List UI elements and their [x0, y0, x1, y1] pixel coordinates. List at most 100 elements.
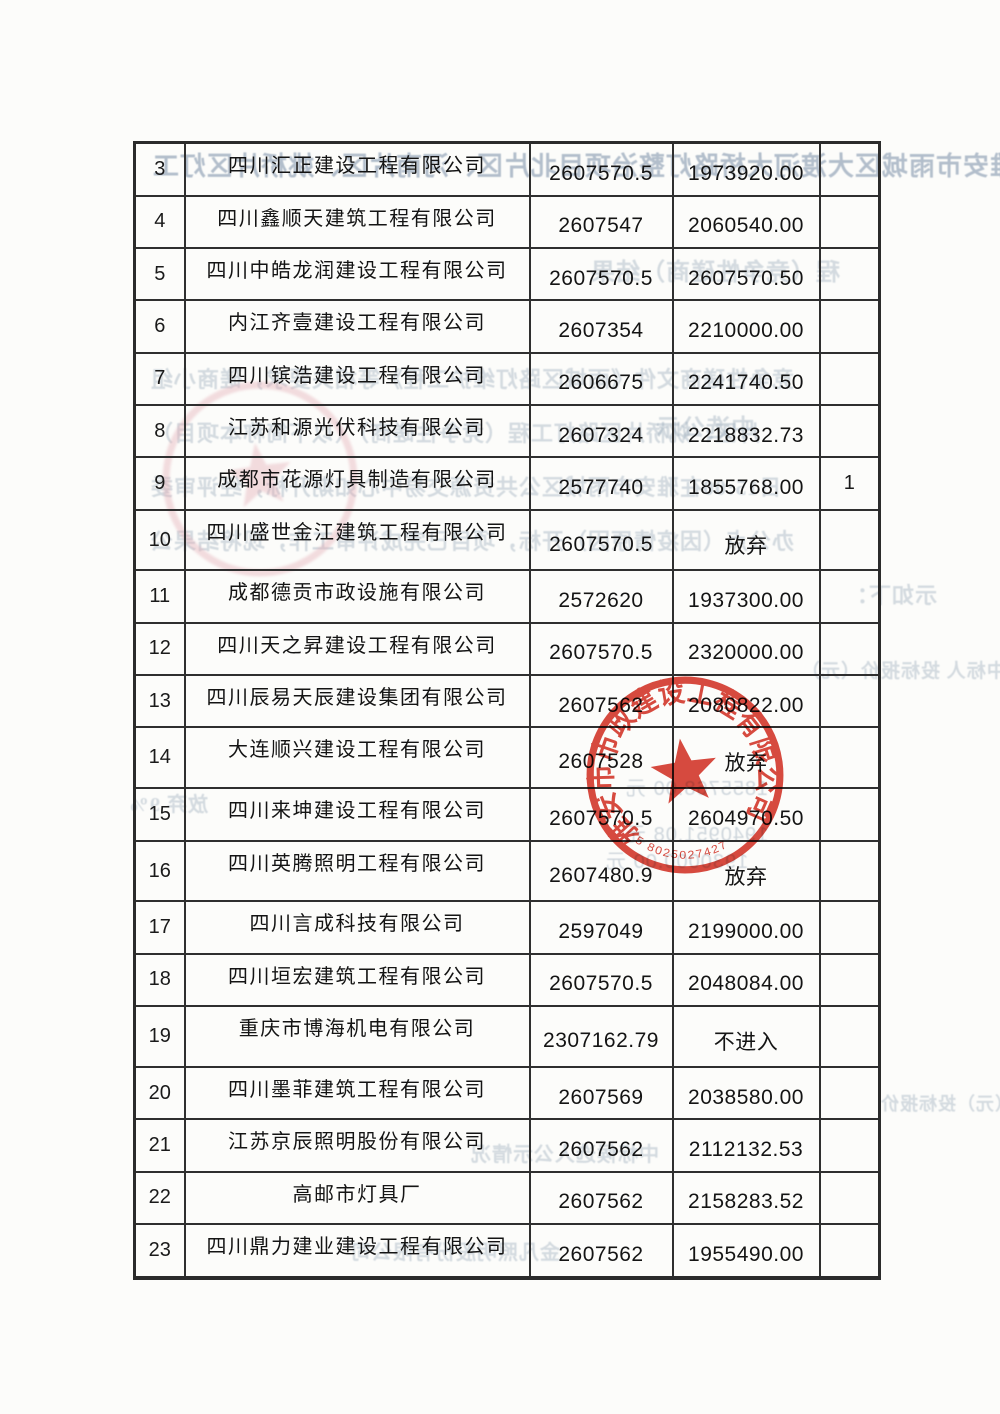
- quoted-price-cell: 2060540.00: [671, 194, 821, 249]
- table-row: 18 四川垣宏建筑工程有限公司 2607570.5 2048084.00: [133, 952, 881, 1008]
- remark-cell: [818, 674, 881, 729]
- company-name-cell: 四川垣宏建筑工程有限公司: [183, 952, 531, 1008]
- company-name-cell: 四川言成科技有限公司: [183, 900, 531, 955]
- company-name-cell: 四川盛世金江建筑工程有限公司: [183, 508, 531, 572]
- table-row: 22 高邮市灯具厂 2607562 2158283.52: [133, 1170, 881, 1226]
- row-number-cell: 17: [133, 900, 186, 955]
- quoted-price-cell: 1937300.00: [671, 569, 821, 624]
- table-row: 12 四川天之昇建设工程有限公司 2607570.5 2320000.00: [133, 621, 881, 677]
- remark-cell: [818, 1118, 881, 1173]
- remark-cell: [818, 403, 881, 459]
- row-number-cell: 15: [133, 787, 186, 842]
- row-number-cell: 23: [133, 1223, 186, 1279]
- company-name-cell: 四川英腾照明工程有限公司: [183, 839, 531, 903]
- remark-cell: [818, 1065, 881, 1121]
- quoted-price-cell: 2158283.52: [671, 1170, 821, 1226]
- table-row: 11 成都德贡市政设施有限公司 2572620 1937300.00: [133, 569, 881, 624]
- table-row: 10 四川盛世金江建筑工程有限公司 2607570.5 放弃: [133, 508, 881, 572]
- row-number-cell: 6: [133, 299, 186, 354]
- bid-price-cell: 2607324: [528, 403, 674, 459]
- remark-cell: [818, 299, 881, 354]
- company-name-cell: 四川辰易天辰建设集团有限公司: [183, 674, 531, 729]
- bid-price-cell: 2607570.5: [528, 621, 674, 677]
- bid-price-cell: 2572620: [528, 569, 674, 624]
- row-number-cell: 3: [133, 141, 186, 197]
- row-number-cell: 5: [133, 246, 186, 302]
- remark-cell: [818, 141, 881, 197]
- bid-price-cell: 2597049: [528, 900, 674, 955]
- company-name-cell: 成都德贡市政设施有限公司: [183, 569, 531, 624]
- company-name-cell: 四川中皓龙润建设工程有限公司: [183, 246, 531, 302]
- remark-cell: [818, 787, 881, 842]
- quoted-price-cell: 不进入: [671, 1005, 821, 1068]
- remark-cell: [818, 1005, 881, 1068]
- remark-cell: [818, 900, 881, 955]
- quoted-price-cell: 2241740.50: [671, 351, 821, 406]
- row-number-cell: 11: [133, 569, 186, 624]
- company-name-cell: 江苏京辰照明股份有限公司: [183, 1118, 531, 1173]
- results-table-body: 3 四川汇正建设工程有限公司 2607570.5 1973920.00 4 四川…: [133, 141, 881, 1279]
- remark-cell: [818, 726, 881, 790]
- bid-price-cell: 2607570.5: [528, 508, 674, 572]
- company-name-cell: 内江齐壹建设工程有限公司: [183, 299, 531, 354]
- remark-cell: [818, 569, 881, 624]
- table-row: 7 四川镔浩建设工程有限公司 2606675 2241740.50: [133, 351, 881, 406]
- bleedthrough-text: （元）投标报价: [880, 1094, 1000, 1114]
- bid-price-cell: 2607570.5: [528, 952, 674, 1008]
- bid-price-cell: 2607570.5: [528, 246, 674, 302]
- quoted-price-cell: 2218832.73: [671, 403, 821, 459]
- company-name-cell: 江苏和源光伏科技有限公司: [183, 403, 531, 459]
- quoted-price-cell: 2199000.00: [671, 900, 821, 955]
- company-name-cell: 四川墨菲建筑工程有限公司: [183, 1065, 531, 1121]
- bid-price-cell: 2607569: [528, 1065, 674, 1121]
- row-number-cell: 16: [133, 839, 186, 903]
- bid-price-cell: 2577740: [528, 456, 674, 511]
- table-row: 6 内江齐壹建设工程有限公司 2607354 2210000.00: [133, 299, 881, 354]
- bid-price-cell: 2607547: [528, 194, 674, 249]
- quoted-price-cell: 1973920.00: [671, 141, 821, 197]
- table-row: 19 重庆市博海机电有限公司 2307162.79 不进入: [133, 1005, 881, 1068]
- bid-price-cell: 2606675: [528, 351, 674, 406]
- company-name-cell: 四川天之昇建设工程有限公司: [183, 621, 531, 677]
- quoted-price-cell: 2112132.53: [671, 1118, 821, 1173]
- quoted-price-cell: 2604970.50: [671, 787, 821, 842]
- quoted-price-cell: 2048084.00: [671, 952, 821, 1008]
- quoted-price-cell: 2320000.00: [671, 621, 821, 677]
- remark-cell: [818, 839, 881, 903]
- table-row: 3 四川汇正建设工程有限公司 2607570.5 1973920.00: [133, 141, 881, 197]
- table-row: 15 四川来坤建设工程有限公司 2607570.5 2604970.50: [133, 787, 881, 842]
- table-row: 20 四川墨菲建筑工程有限公司 2607569 2038580.00: [133, 1065, 881, 1121]
- row-number-cell: 7: [133, 351, 186, 406]
- company-seal-stamp: 雅安市市政建设工程有限公司 5 8025027427: [571, 662, 793, 874]
- seal-ring: [586, 676, 784, 874]
- remark-cell: [818, 246, 881, 302]
- company-name-cell: 高邮市灯具厂: [183, 1170, 531, 1226]
- remark-cell: [818, 1223, 881, 1279]
- row-number-cell: 8: [133, 403, 186, 459]
- bid-price-cell: 2607570.5: [528, 141, 674, 197]
- company-name-cell: 重庆市博海机电有限公司: [183, 1005, 531, 1068]
- remark-cell: [818, 194, 881, 249]
- bid-price-cell: 2607562: [528, 1118, 674, 1173]
- table-row: 4 四川鑫顺天建筑工程有限公司 2607547 2060540.00: [133, 194, 881, 249]
- remark-cell: [818, 952, 881, 1008]
- table-row: 21 江苏京辰照明股份有限公司 2607562 2112132.53: [133, 1118, 881, 1173]
- bid-results-table: 3 四川汇正建设工程有限公司 2607570.5 1973920.00 4 四川…: [133, 141, 881, 1280]
- quoted-price-cell: 1855768.00: [671, 456, 821, 511]
- bid-price-cell: 2607480.9: [528, 839, 674, 903]
- quoted-price-cell: 2210000.00: [671, 299, 821, 354]
- row-number-cell: 18: [133, 952, 186, 1008]
- remark-cell: [818, 351, 881, 406]
- quoted-price-cell: 1955490.00: [671, 1223, 821, 1279]
- remark-cell: [818, 621, 881, 677]
- company-name-cell: 四川汇正建设工程有限公司: [183, 141, 531, 197]
- row-number-cell: 12: [133, 621, 186, 677]
- table-row: 5 四川中皓龙润建设工程有限公司 2607570.5 2607570.50: [133, 246, 881, 302]
- remark-cell: [818, 508, 881, 572]
- company-name-cell: 四川来坤建设工程有限公司: [183, 787, 531, 842]
- row-number-cell: 9: [133, 456, 186, 511]
- bid-price-cell: 2607562: [528, 1170, 674, 1226]
- row-number-cell: 14: [133, 726, 186, 790]
- bid-price-cell: 2607354: [528, 299, 674, 354]
